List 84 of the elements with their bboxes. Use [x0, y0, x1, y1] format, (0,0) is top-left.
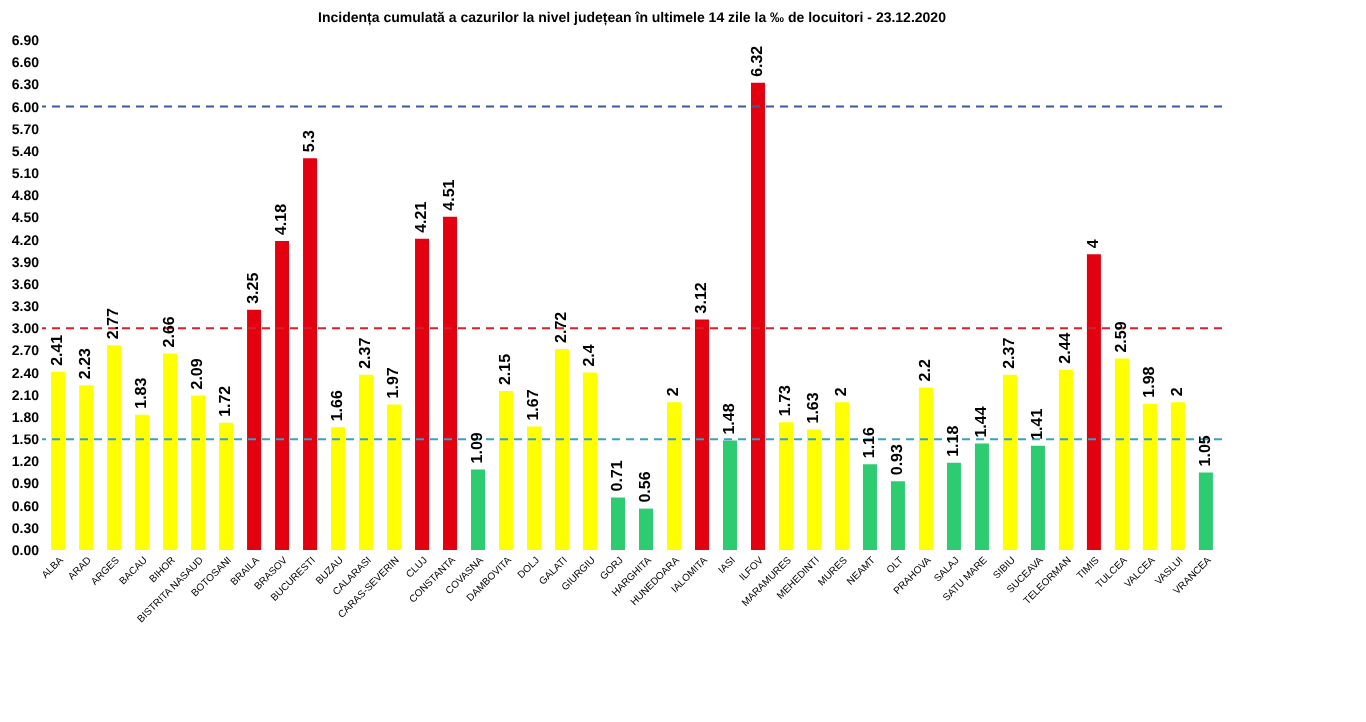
bar	[303, 158, 318, 550]
bar	[918, 387, 933, 550]
bar	[666, 402, 681, 550]
data-label: 2.37	[356, 336, 375, 369]
bar	[219, 422, 234, 550]
data-label: 0.93	[887, 443, 906, 476]
data-label: 0.56	[636, 470, 654, 503]
bar	[51, 371, 66, 550]
bar	[359, 374, 374, 550]
data-label: 5.3	[300, 128, 319, 153]
bar	[778, 422, 793, 550]
bar	[583, 372, 598, 550]
bar	[694, 319, 709, 550]
data-label: 2.72	[552, 310, 571, 343]
bar	[611, 497, 625, 550]
data-label: 4.21	[412, 200, 431, 233]
data-label: 2.4	[580, 343, 599, 367]
data-label: 1.73	[775, 383, 794, 417]
data-label: 2	[1167, 386, 1186, 397]
data-label: 0.71	[608, 459, 626, 492]
bar	[555, 348, 570, 550]
data-label: 1.48	[719, 402, 738, 435]
bar	[1170, 402, 1185, 550]
data-label: 2.41	[48, 333, 67, 366]
data-label: 2.37	[999, 336, 1018, 369]
data-label: 2.15	[496, 352, 515, 386]
bar	[107, 345, 122, 550]
bar	[247, 309, 262, 550]
bar	[275, 241, 290, 550]
bar	[974, 443, 989, 550]
bar	[415, 238, 430, 550]
data-label: 2.66	[160, 315, 179, 348]
bar	[527, 426, 542, 550]
bar	[79, 385, 94, 550]
bar	[191, 395, 206, 550]
bar	[1198, 472, 1213, 550]
bar	[639, 508, 653, 550]
bar	[1142, 403, 1157, 550]
bar	[163, 353, 178, 550]
bar	[1114, 358, 1129, 550]
bar	[862, 464, 877, 550]
bar	[946, 462, 961, 550]
bar	[1058, 369, 1073, 550]
bar	[387, 404, 402, 550]
bar	[135, 414, 150, 550]
data-label: 2.59	[1111, 320, 1130, 353]
data-label: 3.25	[244, 271, 263, 304]
data-label: 1.83	[132, 376, 151, 409]
bar	[806, 429, 821, 550]
bar	[1002, 374, 1017, 550]
data-label: 2	[663, 386, 682, 397]
data-label: 1.72	[216, 384, 235, 417]
data-label: 4.51	[440, 178, 459, 211]
bar	[1086, 254, 1101, 550]
data-label: 1.41	[1027, 407, 1046, 440]
bar	[834, 402, 849, 550]
data-label: 6.32	[747, 44, 766, 77]
bar	[471, 469, 486, 550]
data-label: 1.18	[943, 424, 962, 457]
data-label: 4.18	[272, 202, 291, 236]
bar	[1030, 445, 1045, 550]
data-label: 1.44	[971, 405, 990, 438]
data-label: 1.97	[384, 366, 403, 399]
bar	[890, 481, 905, 550]
data-label: 2.2	[915, 358, 934, 382]
bar	[750, 82, 765, 550]
data-label: 3.12	[691, 281, 710, 314]
data-label: 2.77	[104, 307, 123, 340]
data-label: 4	[1083, 238, 1102, 249]
data-label: 1.63	[803, 391, 822, 424]
bar	[499, 391, 514, 550]
data-label: 2.23	[76, 346, 95, 380]
data-label: 2.44	[1055, 331, 1074, 364]
data-label: 1.66	[328, 389, 347, 422]
data-label: 1.67	[524, 388, 543, 421]
data-label: 1.05	[1195, 434, 1214, 467]
bar	[331, 427, 346, 550]
data-label: 1.16	[859, 426, 878, 459]
data-label: 1.09	[468, 431, 487, 464]
data-label: 2.09	[188, 357, 207, 390]
bar	[722, 440, 737, 550]
data-label: 2	[831, 386, 850, 397]
data-label: 1.98	[1139, 365, 1158, 398]
bar	[443, 216, 458, 550]
